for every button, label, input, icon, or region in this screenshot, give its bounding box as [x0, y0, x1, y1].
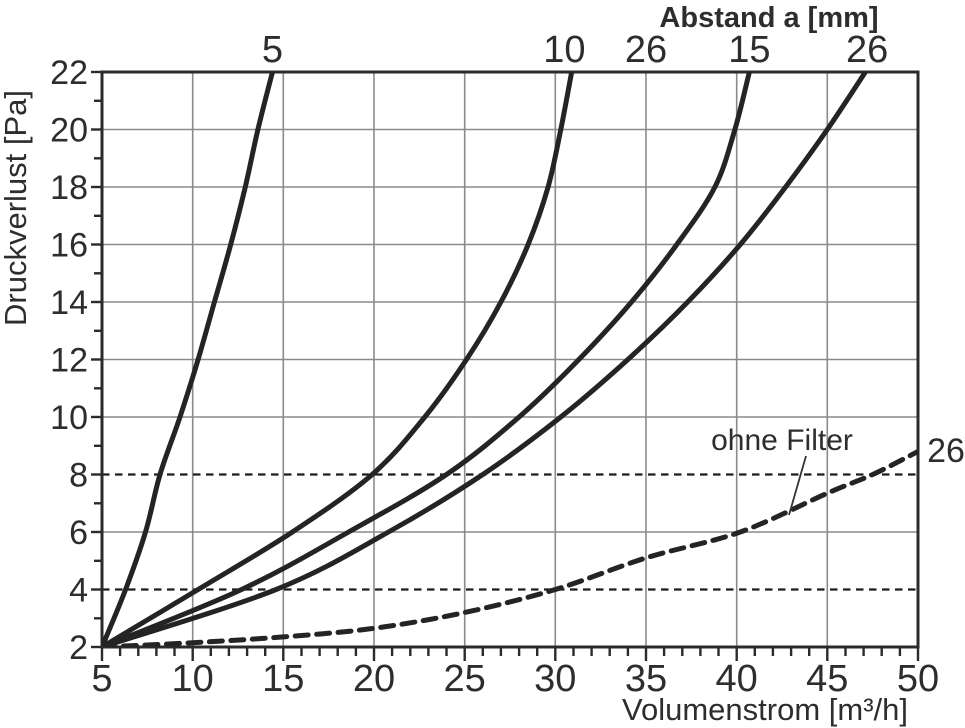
plot-border — [100, 70, 920, 649]
top-axis-title: Abstand a [mm] — [659, 2, 878, 34]
x-tick-label-10: 10 — [172, 658, 214, 700]
dashed-curve-end-label: 26 — [927, 432, 965, 470]
ohne-filter-leader-line — [788, 455, 807, 516]
curve-abstand-26mm — [102, 72, 868, 647]
curves-layer — [102, 72, 918, 647]
y-tick-label-12: 12 — [50, 342, 88, 380]
y-axis-title: Druckverlust [Pa] — [0, 90, 33, 326]
plot-border-layer — [100, 70, 920, 649]
y-tick-label-14: 14 — [50, 284, 88, 322]
y-tick-label-18: 18 — [50, 169, 88, 207]
x-tick-label-30: 30 — [534, 658, 576, 700]
axis-ticks-layer — [91, 70, 920, 661]
x-tick-label-5: 5 — [91, 658, 112, 700]
x-tick-label-45: 45 — [806, 658, 848, 700]
y-tick-label-8: 8 — [69, 457, 88, 495]
tick-labels-layer: 5 10 15 20 25 30 35 40 45 50 2 4 6 8 10 12 14 16 18 20 22 — [50, 54, 939, 700]
ohne-filter-label: ohne Filter — [711, 424, 853, 457]
x-tick-label-50: 50 — [897, 658, 939, 700]
top-axis-label-1: 10 — [543, 29, 585, 71]
grid-layer — [102, 72, 918, 647]
top-axis-label-4: 26 — [846, 29, 888, 71]
top-axis-label-3: 15 — [728, 29, 770, 71]
x-axis-title: Volumenstrom [m³/h] — [622, 692, 908, 727]
x-tick-label-40: 40 — [716, 658, 758, 700]
curve-top-labels-layer: 5 10 26 15 26 — [262, 29, 888, 71]
curve-ohne-filter — [102, 449, 918, 647]
y-tick-label-2: 2 — [69, 629, 88, 667]
x-tick-label-20: 20 — [353, 658, 395, 700]
y-tick-label-6: 6 — [69, 514, 88, 552]
y-tick-label-10: 10 — [50, 399, 88, 437]
x-tick-label-35: 35 — [625, 658, 667, 700]
y-tick-label-4: 4 — [69, 572, 88, 610]
y-tick-label-22: 22 — [50, 54, 88, 92]
curve-abstand-5mm — [102, 72, 275, 647]
top-axis-label-2: 26 — [625, 29, 667, 71]
curve-abstand-15mm — [102, 72, 752, 647]
x-tick-label-25: 25 — [444, 658, 486, 700]
y-tick-label-20: 20 — [50, 112, 88, 150]
y-tick-label-16: 16 — [50, 227, 88, 265]
curve-abstand-10mm — [102, 72, 575, 647]
top-axis-label-0: 5 — [262, 29, 283, 71]
x-tick-label-15: 15 — [262, 658, 304, 700]
